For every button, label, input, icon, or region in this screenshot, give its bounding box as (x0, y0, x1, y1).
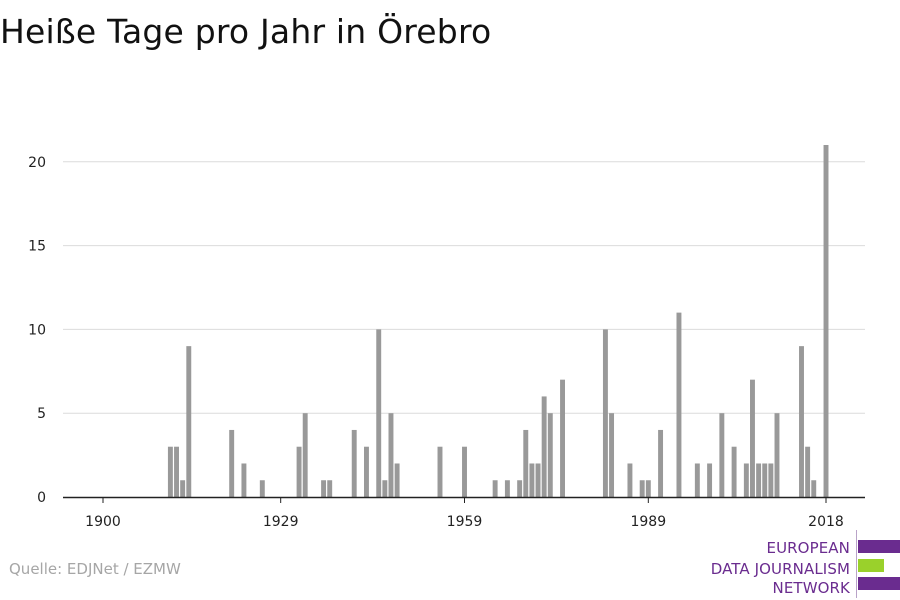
x-tick-label: 1900 (85, 514, 121, 530)
bar-1994 (676, 312, 682, 497)
source-note: Quelle: EDJNet / EZMW (9, 560, 181, 578)
bar-2008 (762, 463, 768, 497)
logo-bar-middle (858, 559, 884, 572)
bar-1983 (609, 413, 615, 497)
bar-1943 (364, 446, 369, 497)
y-tick-label: 10 (28, 322, 46, 338)
axes (63, 496, 865, 503)
bar-1988 (639, 480, 645, 497)
bar-1964 (492, 480, 498, 497)
logo-line-1: EUROPEAN (766, 539, 850, 557)
bar-1913 (180, 480, 186, 497)
bar-1936 (321, 480, 327, 497)
bar-1989 (645, 480, 651, 497)
y-tick-label: 20 (28, 155, 46, 171)
bar-1948 (394, 463, 400, 497)
bar-1946 (382, 480, 388, 497)
bar-2005 (743, 463, 749, 497)
bar-1997 (694, 463, 700, 497)
bar-2009 (768, 463, 774, 497)
bar-1970 (529, 463, 535, 497)
bar-1982 (602, 329, 608, 497)
bar-1932 (296, 446, 302, 497)
x-tick-label: 1989 (630, 514, 666, 530)
bar-1923 (241, 463, 247, 497)
bar-1921 (229, 429, 235, 497)
bar-1966 (504, 480, 510, 497)
gridlines (63, 161, 865, 414)
bar-1912 (174, 446, 179, 497)
bar-1911 (167, 446, 173, 497)
x-tick-labels: 1900 1929 1959 1989 2018 (85, 514, 844, 530)
bar-1971 (535, 463, 541, 497)
chart-title: Heiße Tage pro Jahr in Örebro (0, 12, 492, 51)
bar-1955 (437, 446, 443, 497)
bar-2007 (756, 463, 762, 497)
bar-1999 (707, 463, 713, 497)
logo-line-3: NETWORK (772, 579, 850, 597)
edjnet-logo: EUROPEAN DATA JOURNALISM NETWORK (700, 528, 900, 600)
bar-2018 (823, 145, 829, 497)
bar-1937 (327, 480, 333, 497)
logo-bar-top (858, 540, 900, 553)
x-tick-label: 1959 (447, 514, 483, 530)
bar-1991 (658, 429, 664, 497)
bar-2015 (805, 446, 811, 497)
y-tick-labels: 0 5 10 15 20 (28, 155, 46, 506)
bar-1968 (517, 480, 523, 497)
bar-1933 (302, 413, 308, 497)
bar-1975 (560, 379, 565, 497)
bars (167, 145, 829, 497)
bar-2010 (774, 413, 780, 497)
bar-1959 (462, 446, 467, 497)
y-tick-label: 15 (28, 239, 46, 255)
bar-2003 (731, 446, 737, 497)
bar-1973 (547, 413, 553, 497)
bar-1972 (541, 396, 547, 497)
logo-bar-bottom (858, 577, 900, 590)
logo-divider (856, 530, 857, 598)
bar-2014 (799, 346, 804, 497)
bar-1986 (627, 463, 633, 497)
bar-1926 (259, 480, 265, 497)
bar-2006 (750, 379, 755, 497)
bar-2001 (719, 413, 725, 497)
bar-1969 (523, 429, 529, 497)
bar-1941 (351, 429, 357, 497)
y-tick-label: 5 (37, 406, 46, 422)
x-tick-label: 2018 (808, 514, 844, 530)
logo-line-2: DATA JOURNALISM (710, 560, 850, 578)
bar-2016 (811, 480, 817, 497)
x-tick-label: 1929 (263, 514, 299, 530)
bar-1947 (388, 413, 394, 497)
bar-1914 (186, 346, 192, 497)
bar-1945 (376, 329, 382, 497)
y-tick-label: 0 (37, 490, 46, 506)
